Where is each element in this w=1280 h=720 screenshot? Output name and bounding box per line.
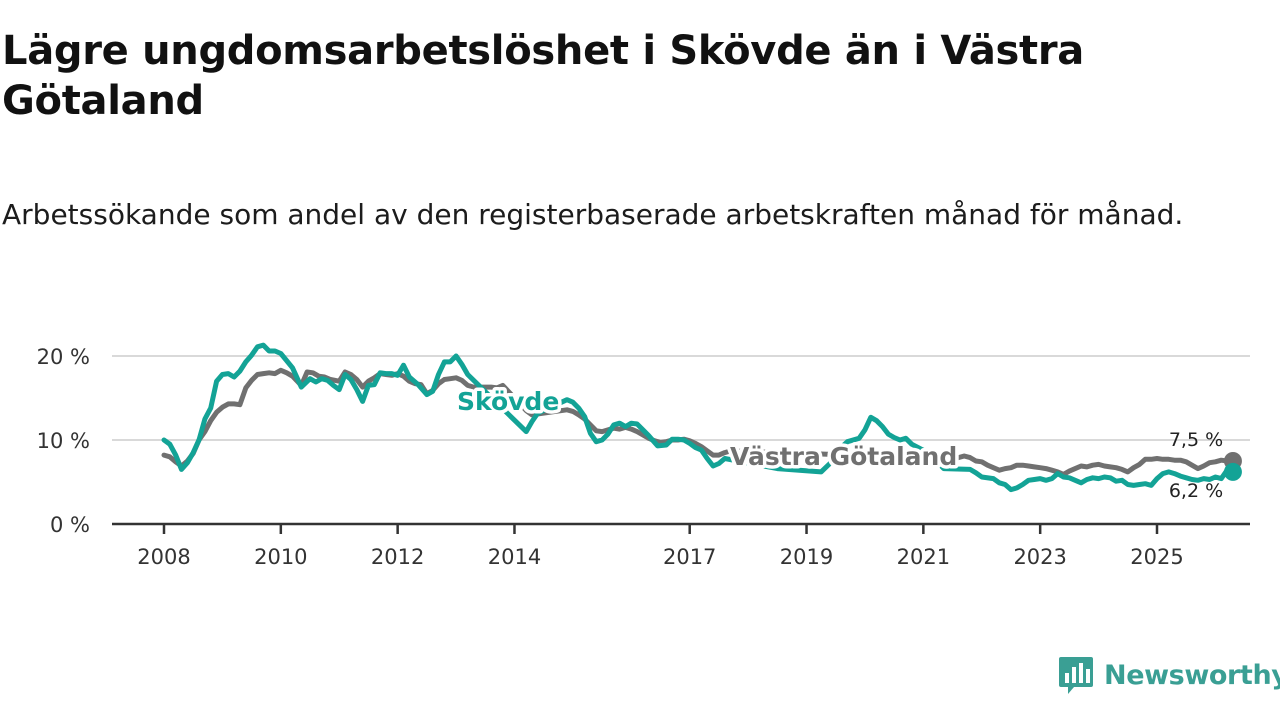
- series-line-skovde: [161, 342, 1236, 493]
- labels: 7,5 % 6,2 % Skövde Västra Götaland: [454, 384, 1242, 502]
- x-tick-label: 2025: [1130, 545, 1183, 569]
- end-label-skovde: 6,2 %: [1169, 480, 1223, 502]
- end-label-vastra-gotaland: 7,5 %: [1169, 429, 1223, 451]
- x-axis: 2008 2010 2012 2014 2017 2019 2021 2023 2025: [112, 522, 1250, 569]
- y-tick-label: 20 %: [37, 345, 90, 369]
- x-tick-label: 2012: [371, 545, 424, 569]
- x-tick-label: 2014: [488, 545, 541, 569]
- series-lines: [161, 342, 1236, 493]
- x-tick-label: 2023: [1013, 545, 1066, 569]
- series-line-vastra-gotaland: [161, 367, 1236, 477]
- brand-name: Newsworthy: [1104, 659, 1280, 691]
- x-tick-label: 2010: [254, 545, 307, 569]
- newsworthy-logo[interactable]: Newsworthy: [1058, 655, 1280, 695]
- series-label-vastra-gotaland: Västra Götaland: [730, 442, 957, 471]
- y-tick-label: 10 %: [37, 429, 90, 453]
- x-tick-label: 2019: [780, 545, 833, 569]
- end-marker-skovde: [1223, 462, 1242, 481]
- gridlines: 0 % 10 % 20 %: [37, 345, 1250, 537]
- newsworthy-logo-icon: [1059, 657, 1093, 694]
- chart-title: Lägre ungdomsarbetslöshet i Skövde än i …: [2, 28, 1085, 124]
- series-label-skovde: Skövde: [457, 387, 559, 416]
- y-tick-label: 0 %: [50, 513, 90, 537]
- x-tick-label: 2021: [897, 545, 950, 569]
- chart-subtitle: Arbetssökande som andel av den registerb…: [2, 198, 1184, 231]
- x-tick-label: 2008: [137, 545, 190, 569]
- x-tick-label: 2017: [663, 545, 716, 569]
